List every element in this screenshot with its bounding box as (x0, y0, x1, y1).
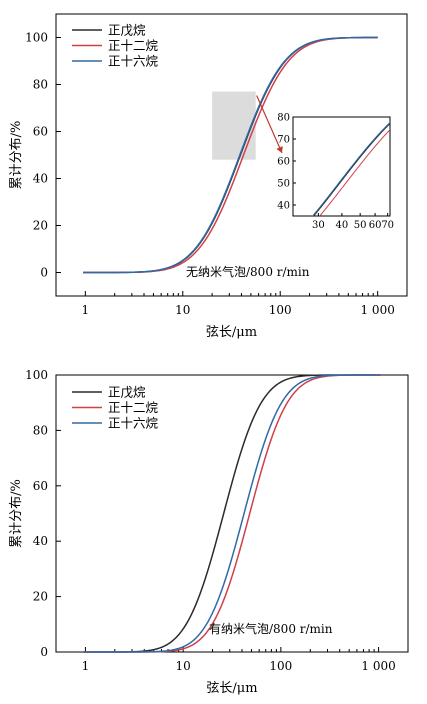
y-tick-label: 0 (40, 645, 48, 659)
inset-y-tick-label: 80 (277, 113, 290, 124)
inset-y-tick-label: 70 (277, 135, 290, 146)
chart-2: 0 20 40 60 80 100 1 10 100 1 000 弦长/μm 累计分布/% 正戊烷正十二… (9, 368, 409, 696)
x-tick-label: 1 (82, 303, 90, 317)
y-tick-label: 100 (25, 368, 48, 382)
legend-label: 正十二烷 (108, 400, 159, 415)
legend-label: 正十六烷 (108, 54, 159, 69)
plot-frame (55, 13, 408, 297)
y-axis-title: 累计分布/% (9, 479, 24, 548)
inset-y-tick-label: 60 (277, 157, 290, 168)
x-tick-label: 100 (269, 303, 292, 317)
inset-frame (292, 116, 391, 217)
x-tick-label: 10 (175, 303, 190, 317)
y-tick-label: 60 (33, 479, 48, 493)
y-tick-label: 80 (33, 423, 48, 437)
plot-frame (55, 374, 409, 653)
y-tick-label: 0 (40, 266, 48, 280)
inset-x-tick-label: 30 (312, 220, 325, 231)
inset-series-line-1 (313, 122, 390, 216)
condition-annotation: 无纳米气泡/800 r/min (186, 264, 310, 279)
x-tick-label: 1 000 (360, 303, 394, 317)
chart-1: 0 20 40 60 80 100 1 10 100 1 000 弦长/μm 累计分布/% 正戊烷正十二… (9, 13, 408, 340)
inset-y-tick-label: 40 (277, 201, 290, 212)
inset-x-tick-label: 60 (369, 220, 382, 231)
legend-label: 正戊烷 (108, 23, 146, 38)
inset-series-line-2 (319, 128, 390, 216)
x-axis-title: 弦长/μm (206, 324, 257, 340)
legend-label: 正十二烷 (108, 38, 159, 53)
y-tick-label: 40 (33, 534, 48, 548)
y-tick-label: 60 (33, 125, 48, 139)
x-axis-title: 弦长/μm (206, 680, 257, 696)
condition-annotation: 有纳米气泡/800 r/min (209, 621, 333, 636)
inset-x-tick-label: 50 (354, 220, 367, 231)
inset-y-tick-label: 50 (277, 179, 290, 190)
y-tick-label: 40 (33, 172, 48, 186)
x-tick-label: 1 000 (361, 659, 395, 673)
inset-x-tick-label: 70 (381, 220, 394, 231)
inset-curves (311, 121, 390, 216)
legend-label: 正戊烷 (108, 385, 146, 400)
y-axis-title: 累计分布/% (9, 121, 24, 190)
series-line-3 (83, 374, 381, 653)
x-tick-label: 10 (175, 659, 190, 673)
inset-arrow-line (256, 95, 283, 154)
inset-highlight-region (212, 91, 256, 160)
y-tick-label: 80 (33, 78, 48, 92)
legend-label: 正十六烷 (108, 416, 159, 431)
inset-series-line-3 (311, 121, 390, 216)
series-line-3 (83, 36, 378, 274)
inset-x-tick-label: 40 (336, 220, 349, 231)
y-tick-label: 20 (33, 590, 48, 604)
inset-arrow-head (276, 146, 283, 153)
x-tick-label: 1 (82, 659, 90, 673)
x-tick-label: 100 (269, 659, 292, 673)
y-tick-label: 20 (33, 219, 48, 233)
y-tick-label: 100 (25, 31, 48, 45)
